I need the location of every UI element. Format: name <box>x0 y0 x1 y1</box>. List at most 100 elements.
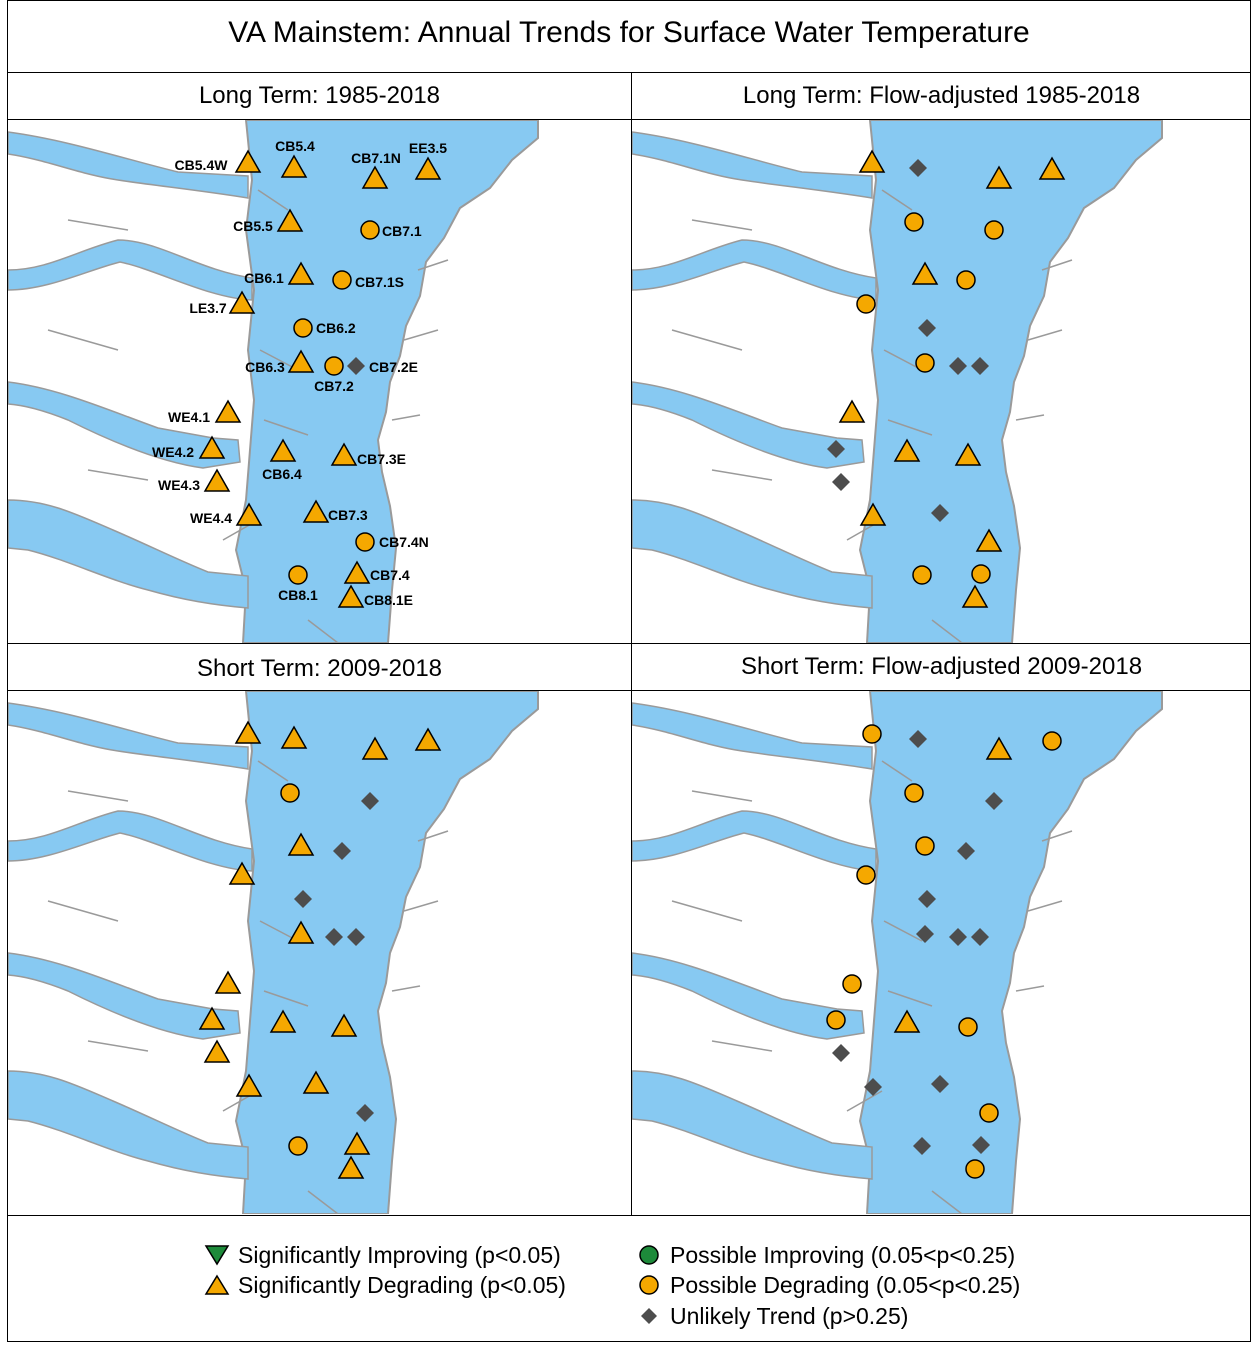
river-north <box>8 131 249 199</box>
river-york <box>632 381 865 469</box>
station-label-le3-7: LE3.7 <box>189 300 227 316</box>
station-marker-cb7-4 <box>343 560 371 584</box>
station-label-cb7-1: CB7.1 <box>382 223 422 239</box>
shoreline-detail <box>1027 329 1063 341</box>
station-marker-cb8-1e <box>961 584 989 608</box>
shoreline-detail <box>67 219 129 231</box>
shoreline-detail <box>257 189 289 211</box>
shoreline-detail <box>263 419 309 436</box>
station-marker-cb7-3e <box>330 442 358 466</box>
river-james <box>8 1070 249 1180</box>
station-marker-cb7-4 <box>971 564 991 584</box>
diamond-icon <box>641 1308 657 1324</box>
shoreline-detail <box>263 990 309 1007</box>
station-marker-cb7-4 <box>343 1131 371 1155</box>
river-north <box>632 702 873 770</box>
station-marker-cb7-3e <box>958 1017 978 1037</box>
station-marker-cb7-1s <box>957 842 975 860</box>
station-marker-le3-7 <box>856 865 876 885</box>
figure-frame <box>7 0 1251 1342</box>
river-york <box>632 952 865 1040</box>
station-marker-cb7-4n <box>356 1104 374 1122</box>
station-label-cb8-1e: CB8.1E <box>364 592 413 608</box>
station-marker-cb5-5 <box>904 783 924 803</box>
shoreline-detail <box>931 619 963 643</box>
station-marker-we4-1 <box>214 970 242 994</box>
station-marker-cb7-4 <box>972 1136 990 1154</box>
river-york <box>8 381 241 469</box>
river-middle <box>8 810 253 872</box>
map-panel-long-term: CB5.4W CB5.4 CB7.1N EE3.5 CB5.5 CB7.1 CB6.1 CB7… <box>8 120 630 644</box>
shoreline-detail <box>403 900 439 912</box>
station-marker-cb7-2 <box>949 357 967 375</box>
station-marker-cb5-4 <box>280 725 308 749</box>
bay-water <box>858 120 1163 643</box>
map-panel-short-term <box>8 691 630 1215</box>
bay-water <box>858 691 1163 1214</box>
shoreline-detail <box>417 259 449 271</box>
station-marker-we4-1 <box>838 399 866 423</box>
station-marker-cb6-3 <box>916 925 934 943</box>
shoreline-detail <box>711 469 773 481</box>
legend-label-possible-degrading: Possible Degrading (0.05<p<0.25) <box>670 1271 1021 1298</box>
station-label-cb7-2: CB7.2 <box>314 378 354 394</box>
circle-icon <box>639 1245 659 1265</box>
down-triangle-icon <box>204 1245 230 1266</box>
shoreline-detail <box>883 349 923 371</box>
station-marker-cb6-2 <box>918 319 936 337</box>
panel-title-long-term-flow-adjusted: Long Term: Flow-adjusted 1985-2018 <box>742 82 1141 109</box>
map-panel-short-term-flow-adjusted <box>632 691 1253 1215</box>
basemap <box>8 691 539 1214</box>
shoreline-detail <box>417 830 449 842</box>
river-york <box>8 952 241 1040</box>
shoreline-detail <box>691 219 753 231</box>
shoreline-detail <box>391 985 421 992</box>
station-marker-we4-3 <box>832 473 850 491</box>
station-marker-cb7-4n <box>975 528 1003 552</box>
station-label-cb6-3: CB6.3 <box>245 359 285 375</box>
shoreline-detail <box>887 990 933 1007</box>
station-label-cb5-5: CB5.5 <box>233 218 273 234</box>
station-marker-cb7-2e <box>971 928 989 946</box>
shoreline-detail <box>931 1190 963 1214</box>
panel-title-short-term-flow-adjusted: Short Term: Flow-adjusted 2009-2018 <box>740 653 1143 680</box>
station-marker-cb7-3e <box>954 442 982 466</box>
legend-item-possible-degrading: Possible Degrading (0.05<p<0.25) <box>636 1270 1020 1300</box>
shoreline-detail <box>1041 830 1073 842</box>
station-marker-we4-4 <box>235 502 263 526</box>
station-marker-cb7-2e <box>347 357 365 375</box>
shoreline-detail <box>307 619 339 643</box>
station-marker-cb7-1 <box>361 792 379 810</box>
station-label-cb6-2: CB6.2 <box>316 320 356 336</box>
station-label-we4-3: WE4.3 <box>158 477 200 493</box>
station-marker-cb7-1 <box>360 220 380 240</box>
station-marker-cb6-1 <box>287 261 315 285</box>
station-marker-cb7-1 <box>984 220 1004 240</box>
station-marker-cb6-3 <box>915 353 935 373</box>
station-marker-cb7-1n <box>361 736 389 760</box>
station-label-cb7-3e: CB7.3E <box>357 451 406 467</box>
river-north <box>632 131 873 199</box>
station-label-we4-4: WE4.4 <box>190 510 232 526</box>
station-marker-cb5-4w <box>234 720 262 744</box>
shoreline-detail <box>47 329 119 351</box>
shoreline-detail <box>391 414 421 421</box>
station-marker-ee3-5 <box>414 727 442 751</box>
shoreline-detail <box>881 189 913 211</box>
shoreline-detail <box>257 760 289 782</box>
station-label-cb7-3: CB7.3 <box>328 507 368 523</box>
station-marker-we4-3 <box>832 1044 850 1062</box>
station-marker-cb5-4w <box>858 149 886 173</box>
river-north <box>8 702 249 770</box>
station-marker-cb5-4 <box>909 159 927 177</box>
station-marker-cb6-1 <box>911 261 939 285</box>
shoreline-detail <box>1041 259 1073 271</box>
station-marker-cb5-4w <box>234 149 262 173</box>
station-marker-cb7-2 <box>949 928 967 946</box>
station-marker-cb7-2 <box>325 928 343 946</box>
station-marker-cb7-3e <box>330 1013 358 1037</box>
legend-label-possible-improving: Possible Improving (0.05<p<0.25) <box>670 1241 1016 1268</box>
station-marker-cb5-4 <box>280 154 308 178</box>
station-marker-cb5-5 <box>276 208 304 232</box>
divider-vertical <box>631 72 632 1215</box>
